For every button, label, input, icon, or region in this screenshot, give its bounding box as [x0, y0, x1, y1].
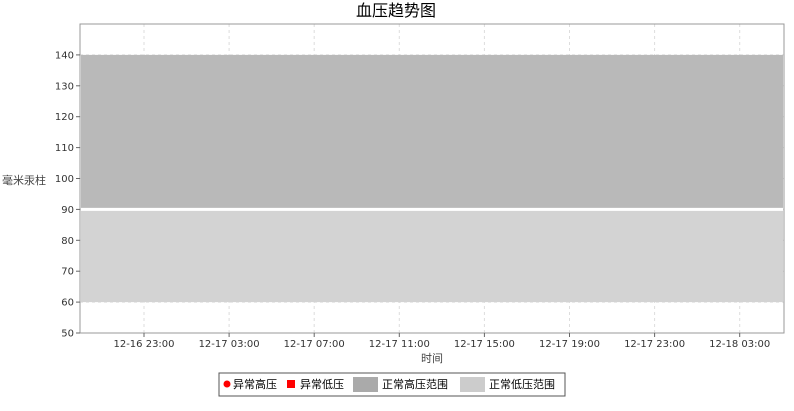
y-axis: 50 60 70 80 90 100 110 120 130 140	[55, 50, 80, 340]
x-tick-label: 12-17 19:00	[539, 339, 600, 350]
legend-marker-abnormal-high	[223, 380, 231, 388]
x-tick-label: 12-17 15:00	[454, 339, 515, 350]
x-tick-label: 12-16 23:00	[113, 339, 174, 350]
normal-high-range-band	[81, 54, 783, 210]
y-tick-label: 100	[55, 174, 74, 185]
legend: 异常高压 异常低压 正常高压范围 正常低压范围	[218, 372, 566, 397]
legend-marker-abnormal-low	[287, 380, 295, 388]
y-tick-label: 120	[55, 112, 74, 123]
y-axis-label: 毫米汞柱	[2, 173, 46, 187]
x-tick-label: 12-17 07:00	[284, 339, 345, 350]
x-tick-label: 12-18 03:00	[709, 339, 770, 350]
legend-label-normal-high-range: 正常高压范围	[382, 377, 448, 391]
legend-swatch-normal-high-range	[353, 377, 378, 392]
legend-label-abnormal-low: 异常低压	[300, 378, 344, 391]
x-axis: 12-16 23:00 12-17 03:00 12-17 07:00 12-17 1…	[113, 333, 770, 350]
chart-title: 血压趋势图	[356, 1, 436, 20]
y-tick-label: 90	[61, 205, 74, 216]
normal-low-range-band	[81, 209, 783, 303]
legend-label-normal-low-range: 正常低压范围	[489, 377, 555, 391]
y-tick-label: 50	[61, 329, 74, 340]
legend-label-abnormal-high: 异常高压	[233, 377, 277, 391]
y-tick-label: 110	[55, 143, 74, 154]
y-tick-label: 130	[55, 81, 74, 92]
y-tick-label: 140	[55, 50, 74, 61]
y-tick-label: 70	[61, 267, 74, 278]
plot-area	[79, 23, 785, 334]
x-tick-label: 12-17 23:00	[624, 339, 685, 350]
x-axis-label: 时间	[421, 352, 443, 365]
x-tick-label: 12-17 11:00	[369, 339, 430, 350]
legend-swatch-normal-low-range	[460, 377, 485, 392]
y-tick-label: 60	[61, 298, 74, 309]
x-tick-label: 12-17 03:00	[199, 339, 260, 350]
y-tick-label: 80	[61, 236, 74, 247]
